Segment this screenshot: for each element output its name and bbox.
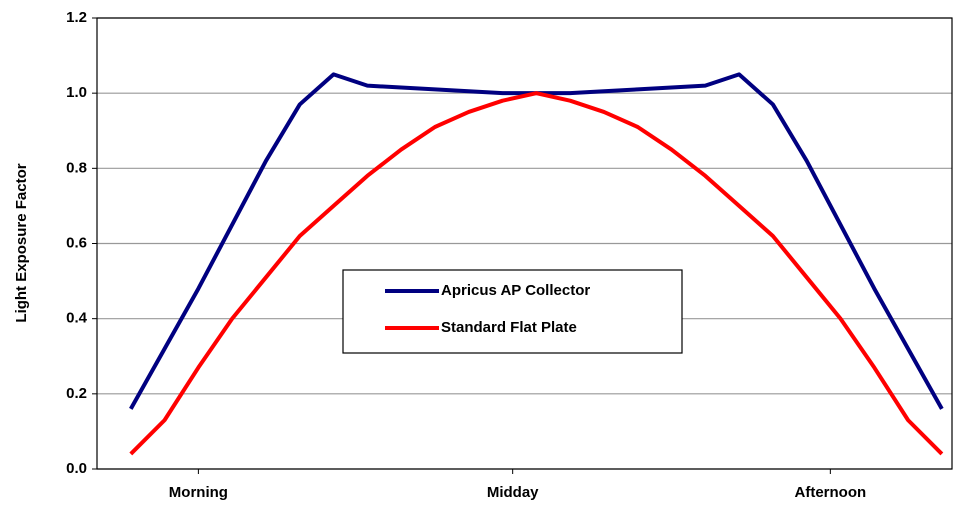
y-tick-label: 0.2 xyxy=(66,385,87,402)
x-tick-label: Afternoon xyxy=(795,484,867,501)
y-tick-label: 0.4 xyxy=(66,310,88,327)
y-tick-label: 0.6 xyxy=(66,234,87,251)
y-tick-label: 1.0 xyxy=(66,84,87,101)
x-tick-label: Morning xyxy=(169,484,228,501)
plot-frame xyxy=(96,17,953,470)
series-line xyxy=(129,91,944,456)
legend-label: Standard Flat Plate xyxy=(441,319,577,336)
y-tick-label: 0.8 xyxy=(66,159,87,176)
y-tick-label: 1.2 xyxy=(66,9,87,26)
series-line xyxy=(129,72,944,410)
legend: Apricus AP Collector Standard Flat Plate xyxy=(342,269,683,354)
y-axis-label: Light Exposure Factor xyxy=(13,163,30,322)
legend-label: Apricus AP Collector xyxy=(441,282,590,299)
y-tick-label: 0.0 xyxy=(66,460,87,477)
x-tick-label: Midday xyxy=(487,484,539,501)
legend-box xyxy=(342,269,683,354)
